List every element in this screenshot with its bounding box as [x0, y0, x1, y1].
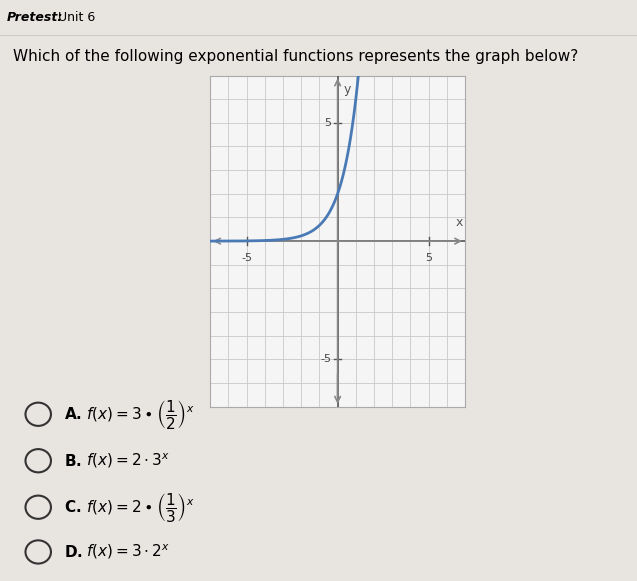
Text: -5: -5	[241, 253, 252, 263]
Text: $\mathbf{C.}$: $\mathbf{C.}$	[64, 499, 81, 515]
Text: $\mathbf{B.}$: $\mathbf{B.}$	[64, 453, 82, 469]
Text: $f(x)=2\cdot 3^x$: $f(x)=2\cdot 3^x$	[86, 451, 169, 470]
Text: y: y	[344, 83, 352, 96]
Text: $\mathbf{D.}$: $\mathbf{D.}$	[64, 544, 82, 560]
Text: x: x	[456, 216, 463, 229]
Text: $f(x)=2\bullet\left(\dfrac{1}{3}\right)^x$: $f(x)=2\bullet\left(\dfrac{1}{3}\right)^…	[86, 491, 194, 523]
Text: Pretest:: Pretest:	[6, 11, 63, 24]
Text: $f(x)=3\cdot 2^x$: $f(x)=3\cdot 2^x$	[86, 543, 169, 561]
Text: 5: 5	[425, 253, 432, 263]
Text: -5: -5	[320, 354, 331, 364]
Text: $f(x)=3\bullet\left(\dfrac{1}{2}\right)^x$: $f(x)=3\bullet\left(\dfrac{1}{2}\right)^…	[86, 398, 194, 431]
Text: Which of the following exponential functions represents the graph below?: Which of the following exponential funct…	[13, 49, 578, 63]
Text: Unit 6: Unit 6	[54, 11, 96, 24]
Text: $\mathbf{A.}$: $\mathbf{A.}$	[64, 406, 82, 422]
Text: 5: 5	[324, 118, 331, 128]
